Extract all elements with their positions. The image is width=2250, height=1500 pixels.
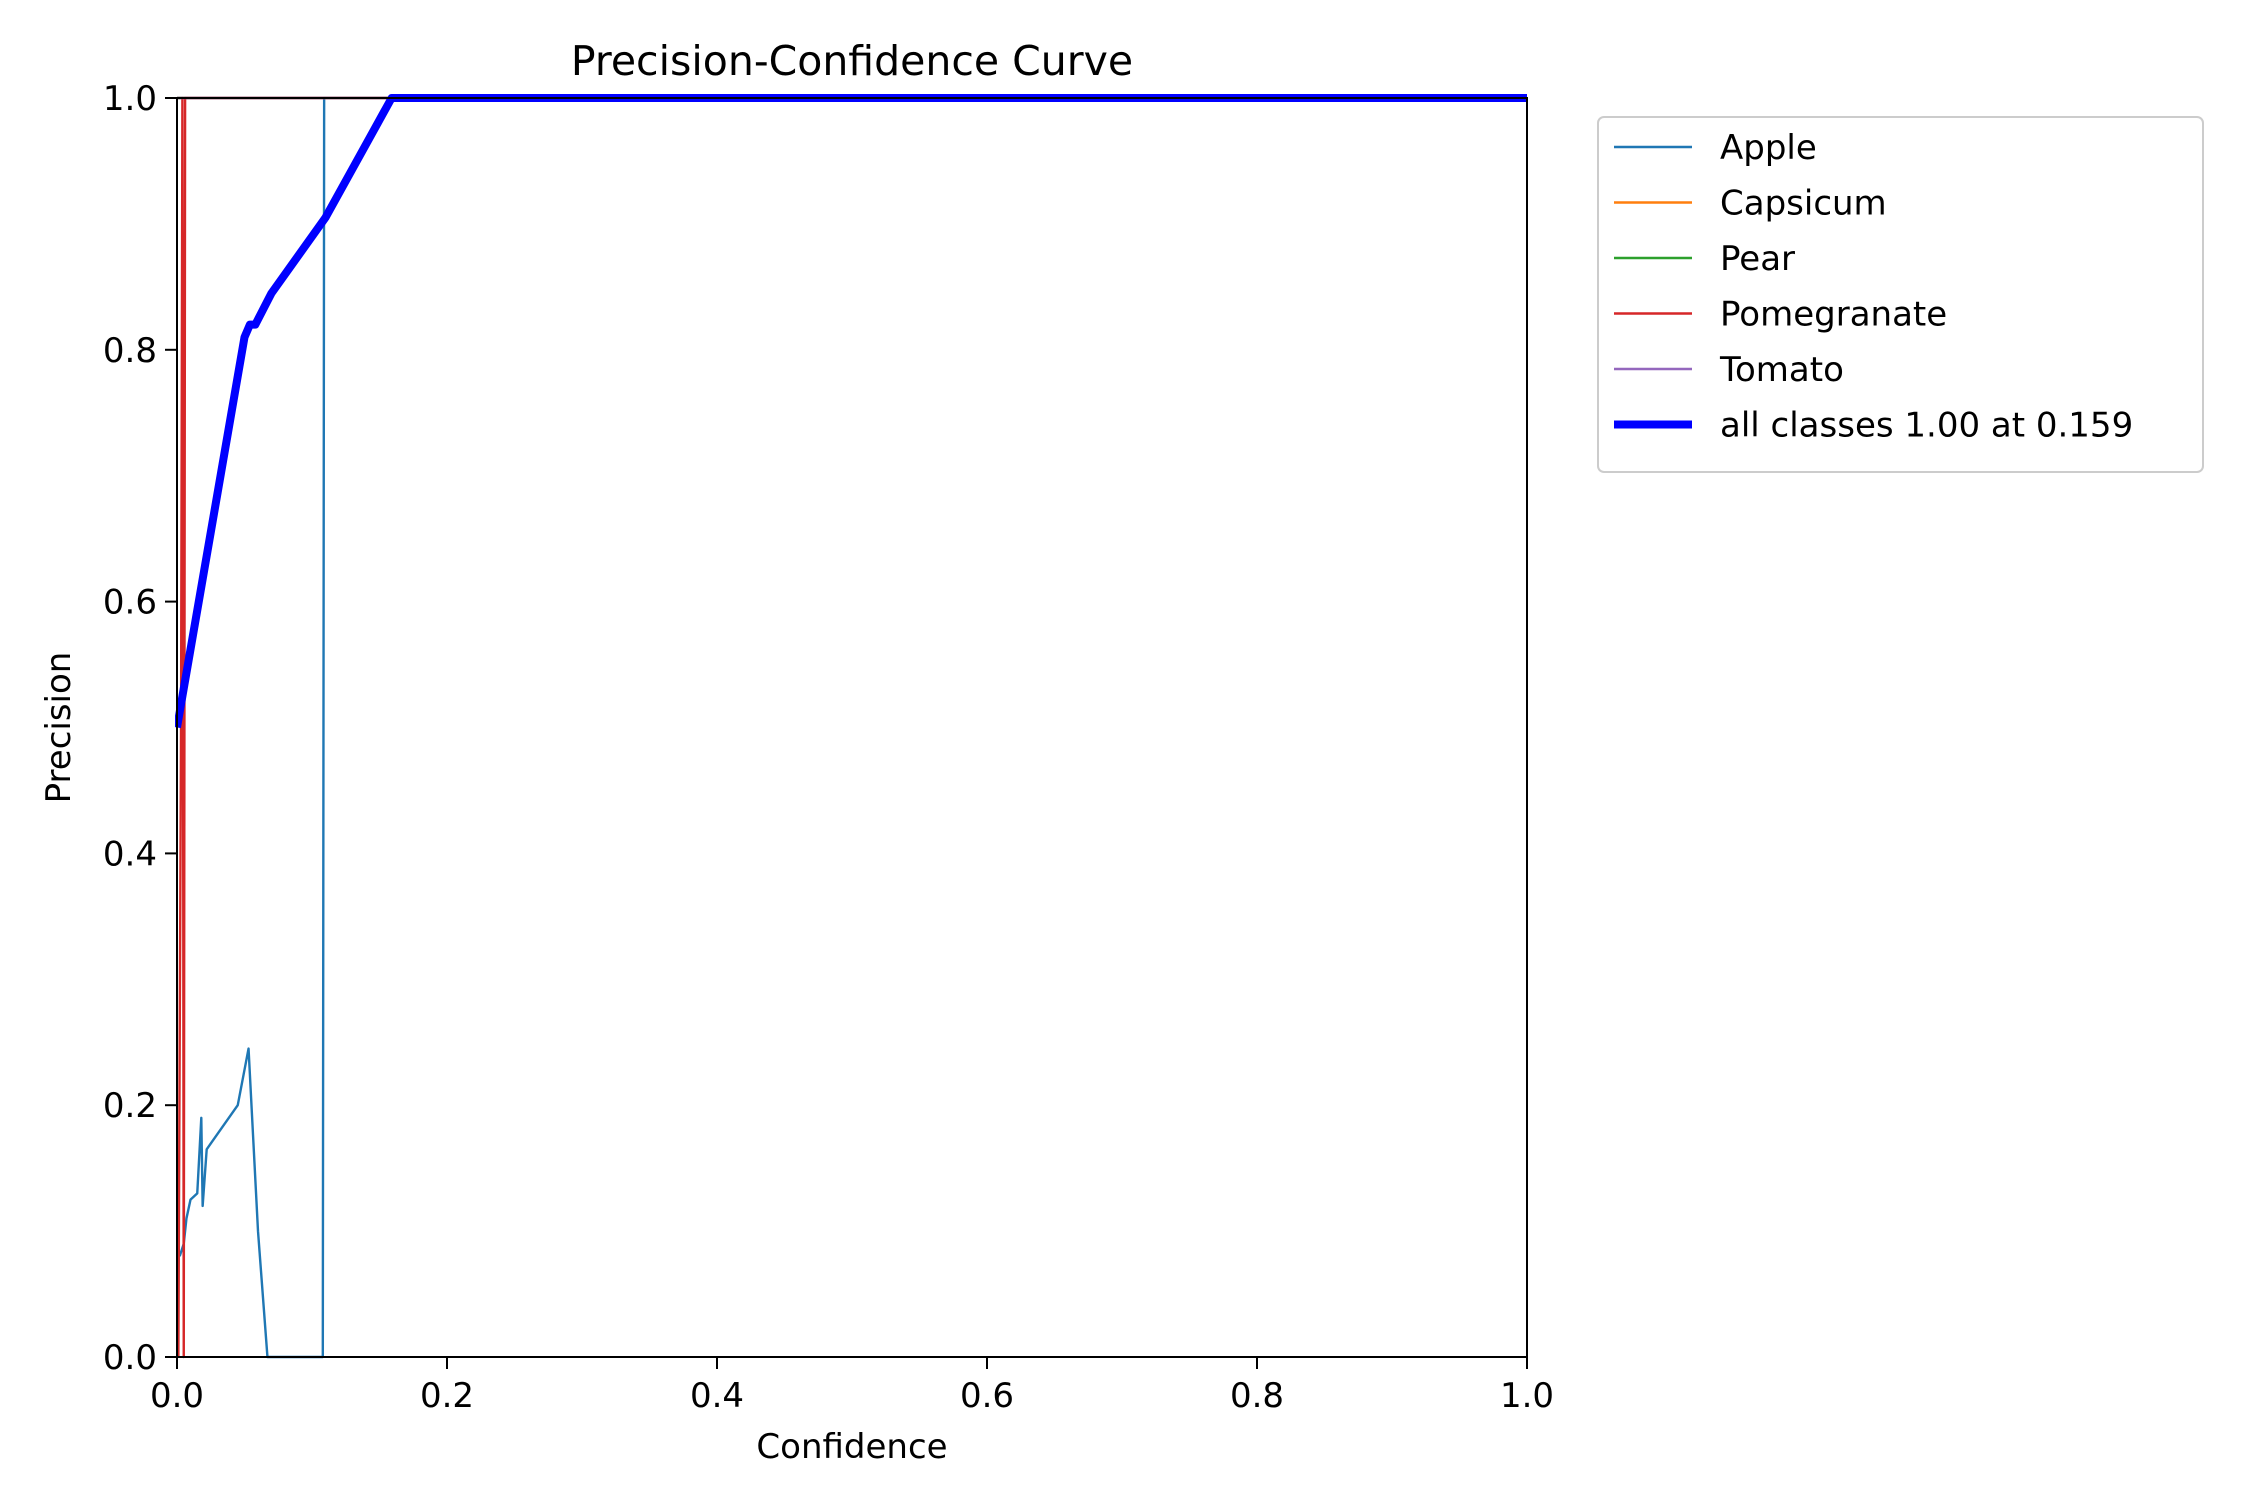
x-tick-label: 0.6 bbox=[960, 1376, 1014, 1416]
y-tick-label: 0.6 bbox=[103, 583, 157, 623]
y-tick-label: 0.4 bbox=[103, 834, 157, 874]
x-tick-label: 1.0 bbox=[1500, 1376, 1554, 1416]
legend-entry-label: Tomato bbox=[1719, 350, 1844, 390]
x-tick-label: 0.4 bbox=[690, 1376, 744, 1416]
x-axis-label: Confidence bbox=[756, 1427, 947, 1467]
series-group bbox=[175, 94, 1527, 1359]
y-axis-ticks: 0.0 0.2 0.4 0.6 0.8 1.0 bbox=[103, 79, 177, 1378]
legend-entry-label: Pomegranate bbox=[1720, 295, 1947, 335]
legend-entry-label: Pear bbox=[1720, 239, 1795, 279]
series-line-pomegranate bbox=[177, 96, 1527, 1359]
y-tick-label: 0.2 bbox=[103, 1086, 157, 1126]
x-tick-label: 0.2 bbox=[420, 1376, 474, 1416]
x-axis-ticks: 0.0 0.2 0.4 0.6 0.8 1.0 bbox=[150, 1357, 1554, 1416]
series-line-apple bbox=[178, 96, 1527, 1359]
legend-frame bbox=[1597, 116, 2204, 473]
legend-entry-label: Capsicum bbox=[1720, 184, 1887, 224]
plot-area bbox=[175, 94, 1528, 1359]
y-tick-label: 0.8 bbox=[103, 331, 157, 371]
legend-entry-label: all classes 1.00 at 0.159 bbox=[1720, 406, 2133, 446]
legend-entry-label: Apple bbox=[1720, 128, 1817, 168]
series-line-all-all bbox=[175, 94, 1527, 729]
axes-frame bbox=[176, 97, 1528, 1358]
y-axis-label: Precision bbox=[39, 652, 79, 804]
chart-title: Precision-Confidence Curve bbox=[571, 37, 1133, 85]
x-tick-label: 0.0 bbox=[150, 1376, 204, 1416]
y-tick-label: 1.0 bbox=[103, 79, 157, 119]
legend: Apple Capsicum Pear Pomegranate Tomato all cl… bbox=[1597, 116, 2204, 473]
x-tick-label: 0.8 bbox=[1230, 1376, 1284, 1416]
y-tick-label: 0.0 bbox=[103, 1338, 157, 1378]
